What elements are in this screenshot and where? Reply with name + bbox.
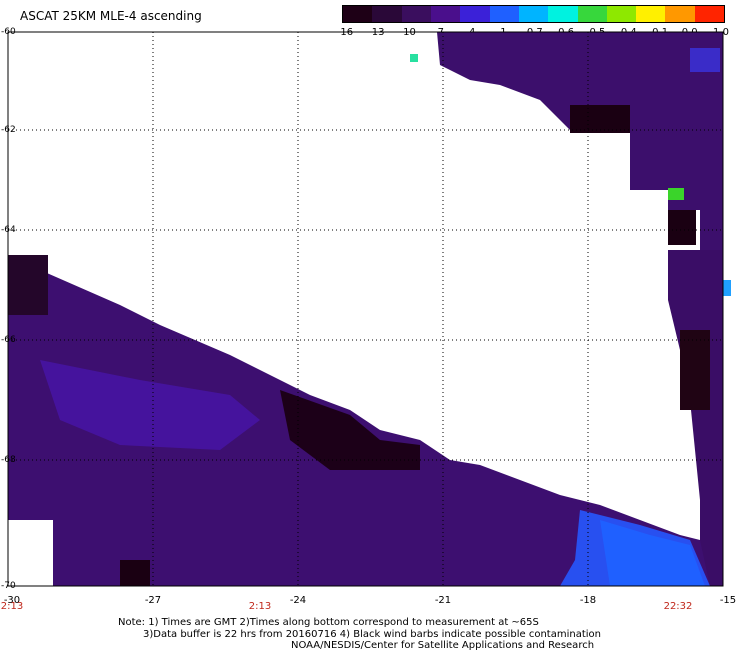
lat-label: -64 bbox=[1, 225, 16, 235]
colorbar-swatch bbox=[577, 6, 607, 22]
lat-label: -70 bbox=[1, 581, 16, 591]
grid-lines bbox=[8, 32, 723, 586]
map-title: ASCAT 25KM MLE-4 ascending bbox=[20, 9, 202, 23]
colorbar-swatch bbox=[343, 6, 373, 22]
time-label: 22:32 bbox=[663, 601, 693, 612]
colorbar-swatch bbox=[518, 6, 549, 22]
time-label: 2:13 bbox=[0, 601, 24, 612]
lon-label: -24 bbox=[289, 595, 307, 606]
map-frame bbox=[7, 31, 724, 587]
lat-label: -68 bbox=[1, 455, 16, 465]
note-line-3: NOAA/NESDIS/Center for Satellite Applica… bbox=[291, 640, 595, 651]
colorbar bbox=[342, 5, 725, 23]
colorbar-swatch bbox=[636, 6, 666, 22]
lon-label: -21 bbox=[434, 595, 452, 606]
lat-label: -66 bbox=[1, 335, 16, 345]
lat-label: -60 bbox=[1, 27, 16, 37]
lon-label: -30 bbox=[3, 595, 21, 606]
colorbar-swatch bbox=[460, 6, 490, 22]
colorbar-swatch bbox=[430, 6, 461, 22]
swath-data-east bbox=[410, 32, 731, 586]
colorbar-swatch bbox=[606, 6, 637, 22]
lon-label: -27 bbox=[144, 595, 162, 606]
lon-label: -18 bbox=[579, 595, 597, 606]
note-line-2: 3)Data buffer is 22 hrs from 20160716 4)… bbox=[143, 629, 601, 640]
colorbar-swatch bbox=[665, 6, 695, 22]
colorbar-swatch bbox=[548, 6, 578, 22]
colorbar-swatch bbox=[489, 6, 519, 22]
note-line-1: Note: 1) Times are GMT 2)Times along bot… bbox=[118, 617, 539, 628]
time-label: 2:13 bbox=[248, 601, 272, 612]
lon-label: -15 bbox=[719, 595, 737, 606]
colorbar-swatch bbox=[401, 6, 431, 22]
lat-label: -62 bbox=[1, 125, 16, 135]
swath-data-south bbox=[8, 255, 710, 586]
colorbar-swatch bbox=[372, 6, 402, 22]
colorbar-swatch bbox=[694, 6, 725, 22]
